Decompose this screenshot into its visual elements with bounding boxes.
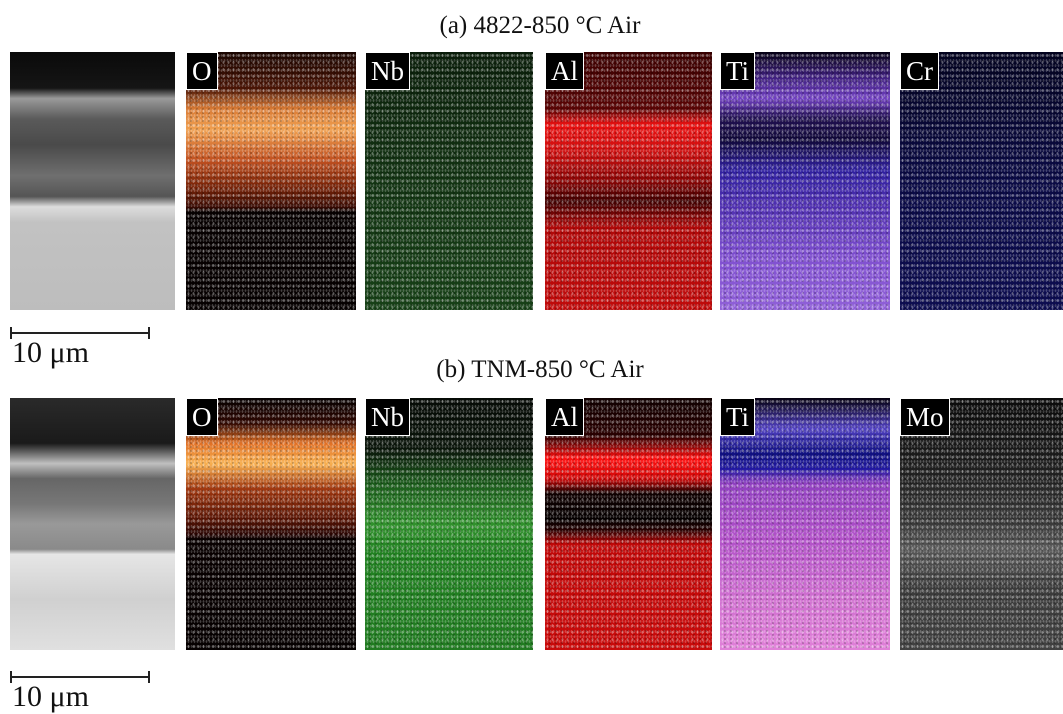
element-map: Mo (900, 398, 1063, 650)
sem-image (10, 398, 175, 650)
element-map: Nb (365, 398, 533, 650)
element-label: Al (545, 52, 584, 90)
element-map: O (186, 52, 356, 310)
element-label: Mo (900, 398, 950, 436)
element-map: Al (545, 398, 712, 650)
element-label: Al (545, 398, 584, 436)
element-map: Al (545, 52, 712, 310)
scale-label: 10 μm (12, 680, 89, 713)
element-label: Ti (720, 52, 756, 90)
element-map: Nb (365, 52, 533, 310)
element-label: Nb (365, 398, 410, 436)
element-label: O (186, 398, 218, 436)
element-map: Ti (720, 52, 890, 310)
row-title: (a) 4822-850 °C Air (439, 12, 641, 39)
element-label: Ti (720, 398, 756, 436)
element-label: O (186, 52, 218, 90)
scale-bar (10, 671, 150, 683)
scale-label: 10 μm (12, 336, 89, 369)
element-map: Cr (900, 52, 1063, 310)
element-map: Ti (720, 398, 890, 650)
element-label: Cr (900, 52, 939, 90)
element-label: Nb (365, 52, 410, 90)
row-title: (b) TNM-850 °C Air (436, 356, 644, 383)
element-map: O (186, 398, 356, 650)
sem-image (10, 52, 175, 310)
scale-bar (10, 327, 150, 339)
